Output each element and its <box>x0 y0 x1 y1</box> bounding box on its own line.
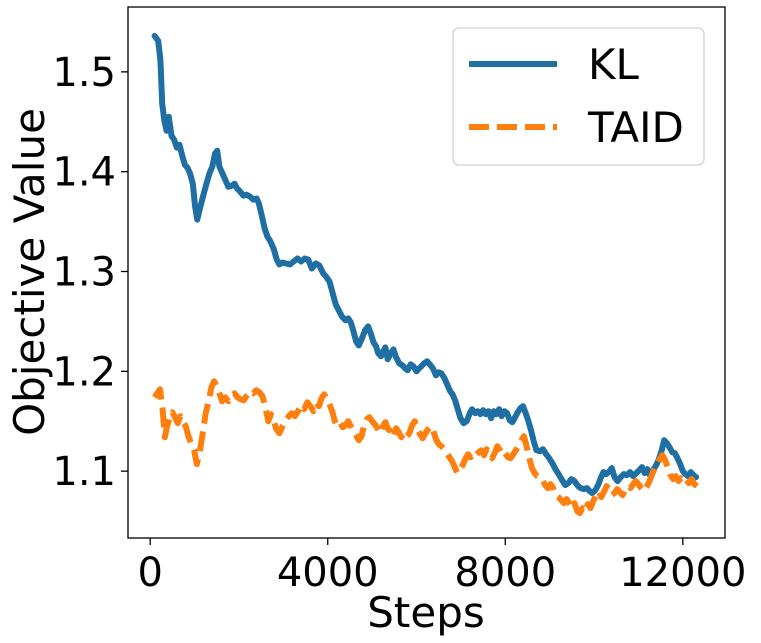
legend-label-kl: KL <box>588 40 640 89</box>
y-tick-label: 1.1 <box>52 449 116 495</box>
y-tick-label: 1.3 <box>52 250 116 296</box>
x-tick-label: 4000 <box>277 550 379 596</box>
x-tick-label: 0 <box>137 550 162 596</box>
x-axis-title: Steps <box>367 588 485 637</box>
y-axis-title: Objective Value <box>5 108 54 436</box>
ticks-layer: 0 4000 8000 12000 1.1 1.2 1.3 1.4 1.5 <box>52 50 746 596</box>
x-tick-label: 12000 <box>619 550 746 596</box>
y-tick-label: 1.5 <box>52 50 116 96</box>
x-tick-label: 8000 <box>454 550 556 596</box>
legend: KL TAID <box>452 27 705 166</box>
plot-area-frame <box>127 6 726 539</box>
series-layer <box>151 32 700 516</box>
y-tick-label: 1.4 <box>52 150 116 196</box>
series-line-taid <box>152 378 699 516</box>
legend-label-taid: TAID <box>587 103 684 152</box>
y-tick-label: 1.2 <box>52 349 116 395</box>
series-line-kl <box>151 32 700 497</box>
